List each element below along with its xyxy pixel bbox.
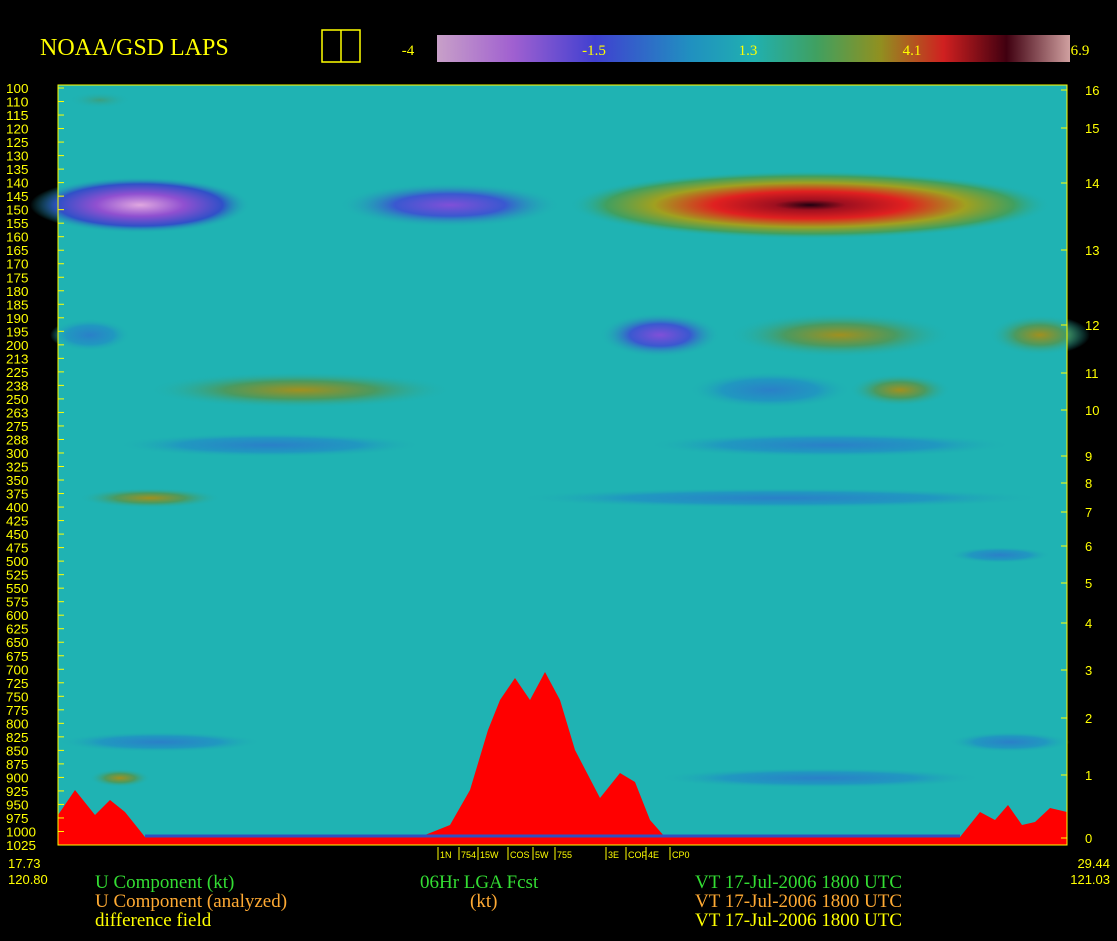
field-feature [150, 372, 450, 408]
field-feature [520, 488, 1040, 508]
field-feature [600, 313, 720, 357]
height-label: 3 [1085, 663, 1092, 678]
field-feature [690, 372, 850, 408]
field-feature [80, 488, 220, 508]
title: NOAA/GSD LAPS [40, 35, 229, 61]
station-label: COF [628, 850, 648, 860]
height-label: 10 [1085, 403, 1099, 418]
legend-source: 06Hr LGA Fcst [420, 872, 539, 893]
height-label: 14 [1085, 176, 1099, 191]
height-label: 5 [1085, 576, 1092, 591]
field-feature [990, 315, 1090, 355]
colorbar-label: 4.1 [903, 43, 922, 59]
corner-left-lon: 120.80 [8, 872, 48, 887]
height-label: 9 [1085, 449, 1092, 464]
station-label: CP0 [672, 850, 690, 860]
legend-time: VT 17-Jul-2006 1800 UTC [695, 872, 902, 893]
field-feature [650, 433, 1010, 457]
station-label: 15W [480, 850, 499, 860]
height-label: 11 [1085, 366, 1099, 381]
height-label: 15 [1085, 121, 1099, 136]
corner-left-lat: 17.73 [8, 856, 41, 871]
height-label: 0 [1085, 831, 1092, 846]
station-label: COS [510, 850, 530, 860]
legend-time: VT 17-Jul-2006 1800 UTC [695, 891, 902, 912]
field-feature [30, 177, 250, 233]
station-label: 4E [648, 850, 659, 860]
field-feature [340, 183, 560, 227]
legend-time: VT 17-Jul-2006 1800 UTC [695, 910, 902, 931]
corner-right-lon: 121.03 [1070, 872, 1110, 887]
field-feature [950, 732, 1070, 752]
field-feature [850, 374, 950, 406]
station-label: 1N [440, 850, 452, 860]
field-feature [50, 319, 130, 351]
height-label: 16 [1085, 83, 1099, 98]
field-feature [570, 171, 1050, 239]
height-label: 7 [1085, 505, 1092, 520]
height-label: 12 [1085, 318, 1099, 333]
legend-field: U Component (kt) [95, 872, 234, 893]
legend-units: (kt) [470, 891, 497, 912]
field-feature [120, 433, 420, 457]
colorbar-label: 6.9 [1071, 43, 1090, 59]
colorbar-label: -4 [402, 43, 415, 59]
height-label: 4 [1085, 616, 1092, 631]
height-label: 6 [1085, 539, 1092, 554]
field-feature [90, 769, 150, 787]
legend-field: U Component (analyzed) [95, 891, 287, 912]
station-label: 754 [461, 850, 476, 860]
field-feature [60, 732, 260, 752]
field-feature [950, 547, 1050, 563]
height-label: 1 [1085, 768, 1092, 783]
field-feature [70, 92, 130, 108]
field-feature [660, 768, 980, 788]
colorbar-label: -1.5 [582, 43, 606, 59]
page: NOAA/GSD LAPS -4-1.51.34.16.9 1001101151… [0, 0, 1117, 941]
height-label: 2 [1085, 711, 1092, 726]
height-label: 8 [1085, 476, 1092, 491]
corner-right-lat: 29.44 [1077, 856, 1110, 871]
cross-section-view: NOAA/GSD LAPS -4-1.51.34.16.9 1001101151… [0, 0, 1117, 941]
field-feature [730, 313, 950, 357]
colorbar-label: 1.3 [739, 43, 758, 59]
height-label: 13 [1085, 243, 1099, 258]
station-label: 5W [535, 850, 549, 860]
field [30, 85, 1090, 845]
pressure-label: 1025 [6, 838, 36, 853]
station-label: 3E [608, 850, 619, 860]
legend-field: difference field [95, 910, 212, 931]
station-label: 755 [557, 850, 572, 860]
